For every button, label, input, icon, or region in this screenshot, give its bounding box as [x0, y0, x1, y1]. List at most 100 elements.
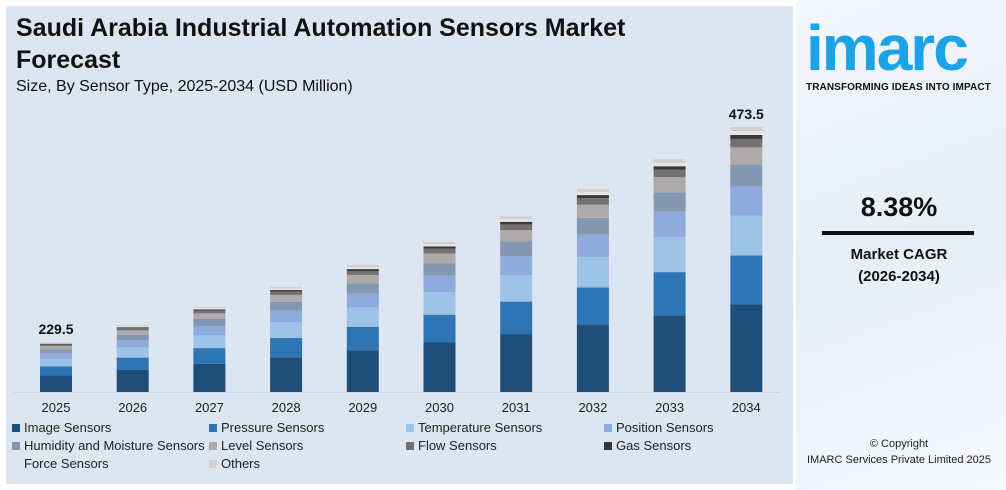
bar-segment-force-sensors — [730, 130, 763, 135]
legend-swatch — [12, 423, 20, 432]
bar-segment-position-sensors — [576, 234, 609, 258]
bar-segment-temperature-sensors — [40, 358, 72, 367]
bar-segment-level-sensors — [40, 346, 72, 350]
bar-segment-level-sensors — [730, 147, 763, 165]
legend-swatch — [12, 441, 20, 450]
x-tick-label: 2034 — [732, 400, 761, 415]
legend-item: Position Sensors — [604, 420, 714, 435]
bar-segment-others — [193, 306, 226, 309]
legend-item: Gas Sensors — [604, 438, 691, 453]
bar-segment-gas-sensors — [193, 309, 226, 311]
bar-segment-humidity-and-moisture-sensors — [423, 263, 456, 276]
bar-segment-humidity-and-moisture-sensors — [193, 318, 226, 326]
bar-segment-others — [40, 342, 72, 343]
bar-segment-pressure-sensors — [346, 326, 379, 351]
bar-segment-flow-sensors — [576, 198, 609, 205]
bar-segment-humidity-and-moisture-sensors — [576, 217, 609, 235]
cagr-label: Market CAGR (2026-2034) — [796, 244, 1002, 288]
bar-segment-humidity-and-moisture-sensors — [500, 241, 533, 256]
bar-segment-position-sensors — [193, 325, 226, 336]
bar-segment-flow-sensors — [653, 169, 686, 178]
bar-segment-pressure-sensors — [270, 337, 303, 358]
bar-segment-humidity-and-moisture-sensors — [116, 334, 149, 341]
legend-label: Gas Sensors — [616, 438, 692, 453]
stacked-bar-chart: 2025 229.5 2026 2027 2028 2029 2030 2031 2032 203… — [14, 106, 780, 415]
bar-segment-image-sensors — [500, 334, 533, 392]
bar-segment-gas-sensors — [40, 343, 72, 345]
legend-item: Temperature Sensors — [406, 420, 542, 435]
legend-swatch — [209, 423, 217, 432]
bar-segment-force-sensors — [193, 308, 226, 310]
legend-item: Pressure Sensors — [209, 420, 324, 435]
bar-segment-level-sensors — [193, 313, 226, 319]
legend-label: Position Sensors — [616, 420, 714, 435]
chart-subtitle: Size, By Sensor Type, 2025-2034 (USD Mil… — [16, 78, 353, 95]
bar-segment-pressure-sensors — [193, 348, 226, 364]
bar-segment-position-sensors — [500, 255, 533, 276]
bar-segment-pressure-sensors — [40, 366, 72, 376]
bar-segment-level-sensors — [423, 253, 456, 264]
x-tick-label: 2028 — [272, 400, 301, 415]
bar-segment-gas-sensors — [423, 246, 456, 249]
bar-segment-pressure-sensors — [576, 287, 609, 326]
bar-segment-humidity-and-moisture-sensors — [653, 192, 686, 212]
bar-segment-humidity-and-moisture-sensors — [346, 283, 379, 294]
bar-segment-others — [730, 127, 763, 131]
legend-label: Others — [221, 456, 261, 471]
bar-segment-temperature-sensors — [500, 275, 533, 302]
cagr-label-text: Market CAGR — [850, 246, 948, 263]
legend-swatch — [604, 423, 612, 432]
bar-segment-pressure-sensors — [423, 314, 456, 343]
legend-label: Flow Sensors — [418, 438, 497, 453]
legend-item: Image Sensors — [12, 420, 111, 435]
bar-segment-force-sensors — [270, 288, 303, 291]
bar-segment-temperature-sensors — [270, 322, 303, 338]
legend-item: Flow Sensors — [406, 438, 497, 453]
legend-item: Humidity and Moisture Sensors — [12, 438, 205, 453]
bar-segment-force-sensors — [346, 267, 379, 270]
bar-segment-flow-sensors — [423, 248, 456, 254]
legend-item: Level Sensors — [209, 438, 303, 453]
legend-label: Level Sensors — [221, 438, 304, 453]
x-tick-label: 2029 — [348, 400, 377, 415]
bar-segment-level-sensors — [270, 294, 303, 302]
legend-swatch — [406, 441, 414, 450]
bar-segment-position-sensors — [423, 275, 456, 293]
bar-segment-flow-sensors — [500, 224, 533, 231]
bar-segment-force-sensors — [500, 219, 533, 222]
cagr-value: 8.38% — [860, 192, 938, 222]
bar-segment-pressure-sensors — [653, 272, 686, 316]
bar-segment-gas-sensors — [270, 290, 303, 292]
x-tick-label: 2031 — [502, 400, 531, 415]
bar-segment-flow-sensors — [730, 138, 763, 148]
bar-segment-flow-sensors — [193, 310, 226, 314]
bar-segment-image-sensors — [270, 357, 303, 392]
bar-segment-others — [500, 216, 533, 220]
x-tick-label: 2027 — [195, 400, 224, 415]
chart-title: Saudi Arabia Industrial Automation Senso… — [16, 14, 626, 74]
bar-segment-temperature-sensors — [346, 307, 379, 327]
bar-segment-force-sensors — [576, 192, 609, 196]
bar-segment-pressure-sensors — [116, 357, 149, 370]
legend-item: Others — [209, 456, 260, 471]
legend-label: Image Sensors — [24, 420, 112, 435]
data-label: 229.5 — [38, 321, 73, 337]
bar-segment-image-sensors — [193, 363, 226, 392]
bar-segment-flow-sensors — [346, 270, 379, 276]
bar-segment-others — [116, 325, 149, 327]
bar-segment-image-sensors — [423, 342, 456, 392]
bar-segment-pressure-sensors — [730, 255, 763, 305]
legend-swatch — [209, 459, 217, 468]
bar-segment-humidity-and-moisture-sensors — [730, 164, 763, 187]
bar-segment-temperature-sensors — [653, 237, 686, 273]
bar-segment-others — [653, 159, 686, 163]
x-tick-label: 2025 — [42, 400, 71, 415]
bar-segment-temperature-sensors — [193, 335, 226, 349]
bar-segment-temperature-sensors — [730, 215, 763, 256]
bar-segment-image-sensors — [116, 369, 149, 392]
bar-segment-force-sensors — [423, 244, 456, 247]
x-tick-label: 2032 — [578, 400, 607, 415]
bar-segment-gas-sensors — [346, 269, 379, 271]
bar-segment-gas-sensors — [500, 221, 533, 225]
bar-segment-force-sensors — [40, 342, 72, 344]
